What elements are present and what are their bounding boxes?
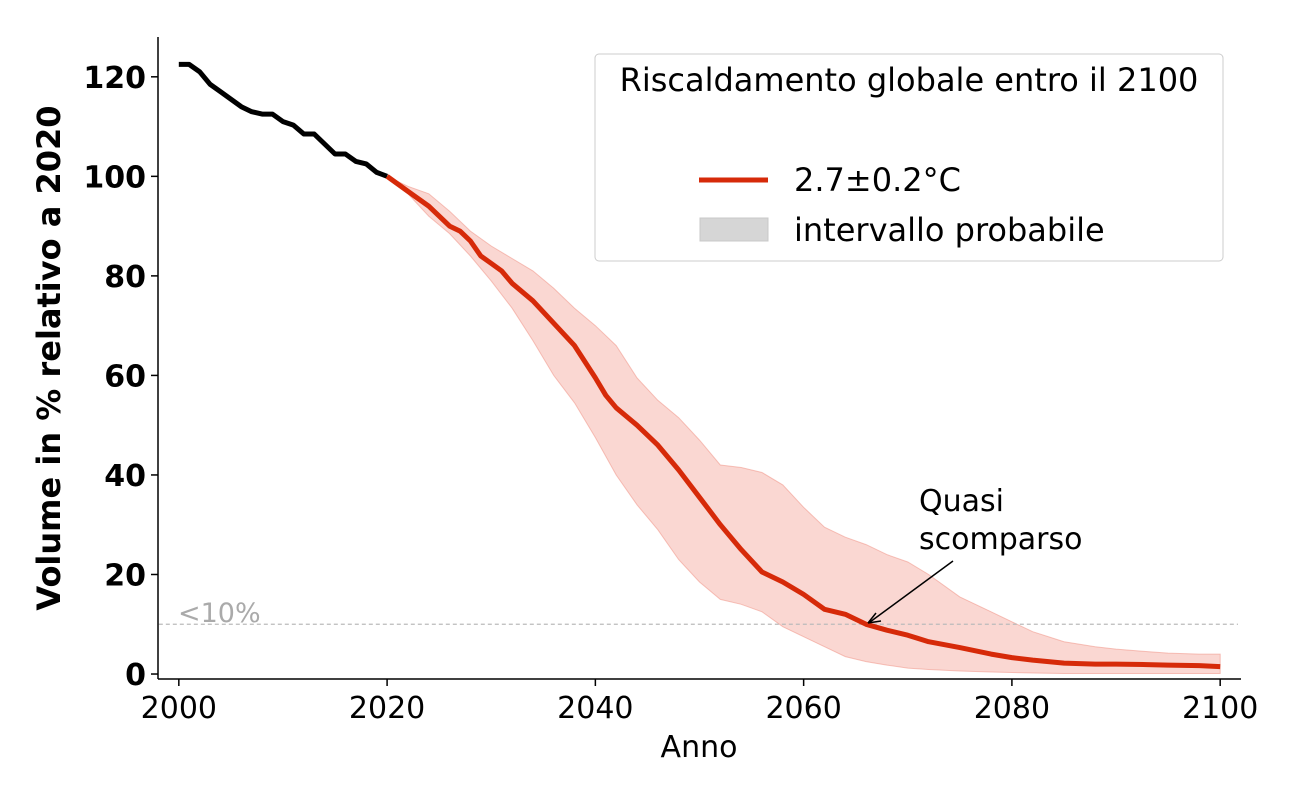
annotation-line-1: Quasi bbox=[919, 484, 1004, 519]
legend: Riscaldamento globale entro il 2100 2.7±… bbox=[594, 53, 1224, 262]
x-tick-label: 2080 bbox=[974, 691, 1050, 726]
threshold-label: <10% bbox=[178, 598, 261, 629]
annotation-arrow-shaft bbox=[869, 560, 954, 623]
y-axis-title: Volume in % relativo a 2020 bbox=[30, 105, 68, 610]
x-axis-title: Anno bbox=[661, 730, 738, 765]
x-tick-label: 2060 bbox=[765, 691, 841, 726]
legend-frame bbox=[594, 53, 1224, 262]
annotation-arrowhead bbox=[867, 612, 882, 624]
x-tick-label: 2100 bbox=[1182, 691, 1258, 726]
y-tick-label: 40 bbox=[104, 459, 146, 494]
projection-series-line bbox=[385, 174, 1221, 670]
y-tick-label: 100 bbox=[83, 160, 146, 195]
y-tick-label: 0 bbox=[125, 658, 146, 693]
legend-title: Riscaldamento globale entro il 2100 bbox=[620, 61, 1199, 99]
legend-line-label: 2.7±0.2°C bbox=[794, 161, 961, 199]
observed-series-line bbox=[178, 61, 388, 179]
likely-range-band bbox=[386, 175, 1221, 674]
y-tick-label: 120 bbox=[83, 61, 146, 96]
y-tick-label: 60 bbox=[104, 359, 146, 394]
x-tick-label: 2020 bbox=[349, 691, 425, 726]
y-tick-label: 20 bbox=[104, 558, 146, 593]
x-tick-label: 2040 bbox=[557, 691, 633, 726]
annotation-line-2: scomparso bbox=[919, 522, 1082, 557]
band-layer bbox=[386, 175, 1221, 674]
series-layer bbox=[178, 61, 1221, 670]
x-tick-label: 2000 bbox=[141, 691, 217, 726]
legend-band-label: intervallo probabile bbox=[794, 211, 1105, 249]
y-tick-label: 80 bbox=[104, 260, 146, 295]
legend-band-swatch bbox=[699, 217, 769, 242]
